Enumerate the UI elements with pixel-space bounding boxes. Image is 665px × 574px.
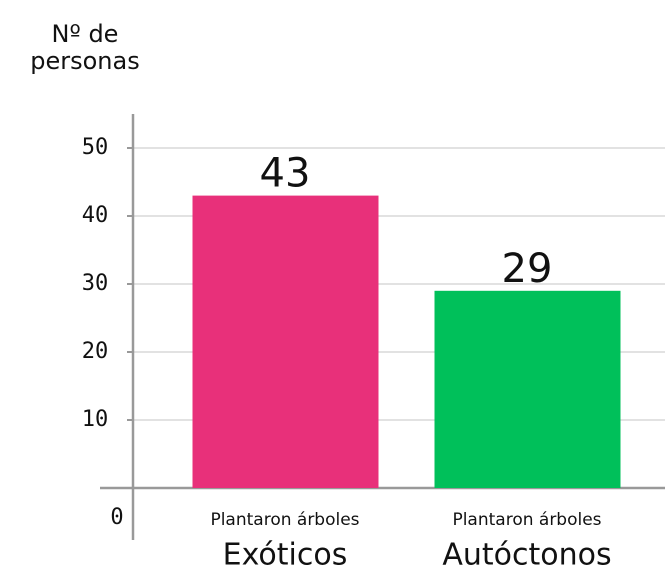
x-tick-label: Exóticos bbox=[223, 538, 348, 573]
y-tick-label: 0 bbox=[110, 505, 123, 530]
y-tick-label: 10 bbox=[82, 407, 109, 432]
value-label: 29 bbox=[502, 246, 553, 292]
bar bbox=[192, 195, 379, 488]
y-axis-label: Nº de bbox=[52, 20, 119, 48]
x-tick-label: Autóctonos bbox=[442, 538, 611, 573]
y-tick-label: 20 bbox=[82, 339, 109, 364]
y-tick-label: 40 bbox=[82, 203, 109, 228]
y-axis-label: personas bbox=[30, 47, 139, 75]
y-tick-label: 30 bbox=[82, 271, 109, 296]
bar bbox=[434, 290, 621, 488]
x-tick-sublabel: Plantaron árboles bbox=[452, 510, 601, 530]
x-tick-sublabel: Plantaron árboles bbox=[210, 510, 359, 530]
value-label: 43 bbox=[260, 151, 311, 197]
y-tick-label: 50 bbox=[82, 135, 109, 160]
